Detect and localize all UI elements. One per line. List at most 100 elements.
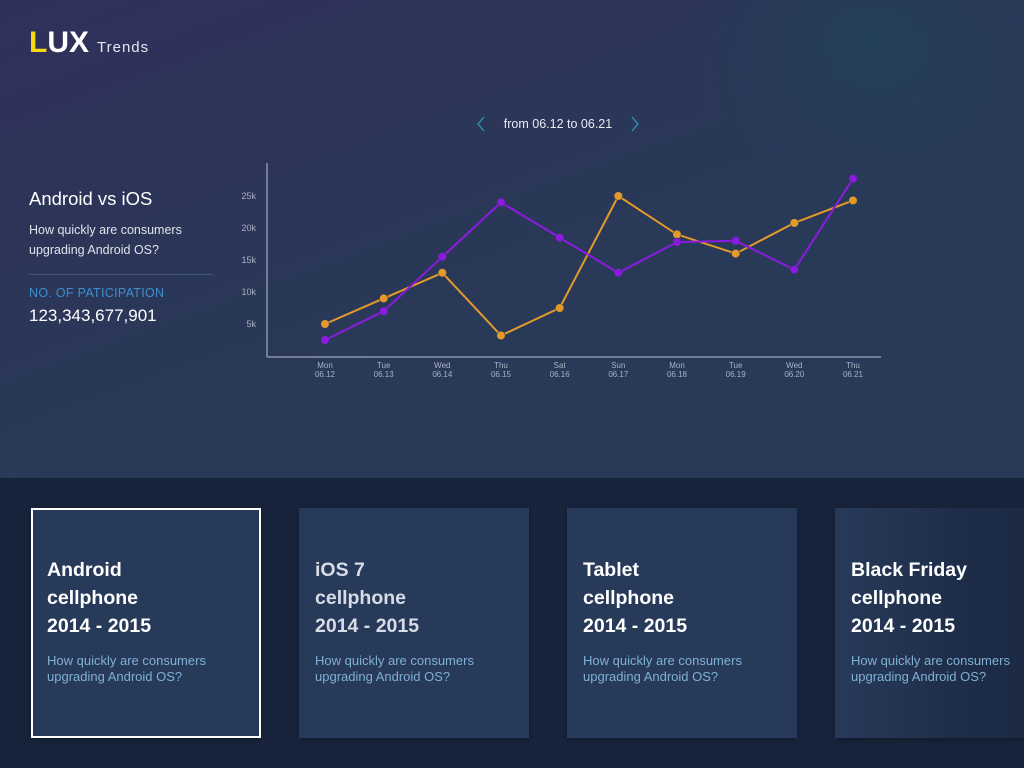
x-tick-date: 06.18 bbox=[667, 370, 688, 379]
participation-label: NO. OF PATICIPATION bbox=[29, 286, 165, 300]
card-title-line: cellphone bbox=[47, 587, 139, 609]
chevron-right-icon[interactable] bbox=[628, 114, 642, 134]
card-ios7[interactable]: iOS 7 cellphone 2014 - 2015 How quickly … bbox=[299, 508, 529, 738]
card-title-line: cellphone bbox=[315, 587, 407, 609]
logo-letter-l: L bbox=[29, 26, 48, 59]
card-title-line: iOS 7 bbox=[315, 559, 365, 581]
card-title-line: cellphone bbox=[583, 587, 675, 609]
series-line bbox=[324, 178, 854, 341]
x-tick-day: Sat bbox=[554, 361, 567, 370]
card-title-line: Tablet bbox=[583, 559, 639, 581]
chart-title: Android vs iOS bbox=[29, 188, 153, 209]
card-description-line: upgrading Android OS? bbox=[851, 668, 987, 684]
card-android[interactable]: Android cellphone 2014 - 2015 How quickl… bbox=[31, 508, 261, 738]
card-title-line: 2014 - 2015 bbox=[47, 615, 152, 637]
participation-value: 123,343,677,901 bbox=[29, 306, 157, 325]
y-tick-label: 20k bbox=[241, 223, 256, 233]
x-tick-labels: Mon06.12Tue06.13Wed06.14Thu06.15Sat06.16… bbox=[315, 361, 864, 379]
chart-question: How quickly are consumers upgrading Andr… bbox=[29, 223, 182, 257]
x-tick-date: 06.21 bbox=[843, 370, 864, 379]
x-tick-date: 06.16 bbox=[550, 370, 571, 379]
data-point[interactable] bbox=[438, 252, 447, 261]
x-tick-date: 06.20 bbox=[784, 370, 805, 379]
card-description-line: How quickly are consumers bbox=[851, 653, 1010, 668]
divider bbox=[29, 274, 213, 275]
card-tablet[interactable]: Tablet cellphone 2014 - 2015 How quickly… bbox=[567, 508, 797, 738]
x-tick-day: Tue bbox=[729, 361, 743, 370]
x-tick-day: Wed bbox=[786, 361, 802, 370]
card-carousel[interactable]: Android cellphone 2014 - 2015 How quickl… bbox=[0, 478, 1024, 768]
data-point[interactable] bbox=[849, 174, 857, 183]
x-tick-day: Wed bbox=[434, 361, 450, 370]
card-title-line: 2014 - 2015 bbox=[315, 615, 420, 637]
data-point[interactable] bbox=[790, 218, 799, 227]
card-description-line: How quickly are consumers bbox=[583, 653, 742, 668]
card-title: Tablet cellphone 2014 - 2015 bbox=[583, 556, 781, 640]
card-title: iOS 7 cellphone 2014 - 2015 bbox=[315, 556, 513, 640]
data-point[interactable] bbox=[321, 320, 329, 328]
logo-letters: UX bbox=[47, 26, 90, 59]
data-point[interactable] bbox=[849, 196, 857, 205]
data-point[interactable] bbox=[321, 336, 329, 344]
x-tick-date: 06.13 bbox=[374, 370, 395, 379]
x-tick-date: 06.15 bbox=[491, 370, 512, 379]
x-tick-day: Thu bbox=[846, 361, 860, 370]
card-title: Black Friday cellphone 2014 - 2015 bbox=[851, 556, 1024, 640]
data-point[interactable] bbox=[438, 268, 447, 277]
series-ios bbox=[320, 191, 858, 341]
card-description-line: How quickly are consumers bbox=[315, 653, 474, 668]
data-point[interactable] bbox=[379, 307, 388, 316]
y-tick-label: 25k bbox=[241, 191, 256, 201]
card-title-line: 2014 - 2015 bbox=[583, 615, 688, 637]
card-description: How quickly are consumers upgrading Andr… bbox=[851, 653, 1024, 684]
x-tick-day: Thu bbox=[494, 361, 508, 370]
series-android bbox=[320, 174, 858, 345]
card-title-line: Android bbox=[47, 559, 122, 581]
data-point[interactable] bbox=[614, 268, 623, 277]
x-tick-day: Mon bbox=[669, 361, 685, 370]
info-panel: Android vs iOS How quickly are consumers… bbox=[29, 188, 213, 326]
x-tick-day: Mon bbox=[317, 361, 333, 370]
data-point[interactable] bbox=[555, 233, 564, 242]
y-tick-label: 15k bbox=[241, 255, 256, 265]
date-range-selector: from 06.12 to 06.21 bbox=[474, 114, 642, 134]
data-point[interactable] bbox=[731, 249, 740, 258]
logo-mark: LUX bbox=[29, 28, 89, 58]
card-title-line: Black Friday bbox=[851, 559, 967, 581]
card-title: Android cellphone 2014 - 2015 bbox=[47, 556, 245, 640]
data-point[interactable] bbox=[790, 265, 799, 274]
data-point[interactable] bbox=[379, 294, 388, 303]
app-logo: LUX Trends bbox=[29, 28, 149, 58]
y-tick-label: 5k bbox=[246, 319, 256, 329]
card-title-line: 2014 - 2015 bbox=[851, 615, 956, 637]
date-range-label: from 06.12 to 06.21 bbox=[503, 117, 613, 131]
data-point[interactable] bbox=[673, 238, 681, 247]
card-black-friday[interactable]: Black Friday cellphone 2014 - 2015 How q… bbox=[835, 508, 1024, 738]
overview-panel: LUX Trends from 06.12 to 06.21 Android v… bbox=[0, 0, 1024, 478]
x-tick-day: Sun bbox=[611, 361, 625, 370]
x-tick-date: 06.19 bbox=[726, 370, 747, 379]
y-tick-label: 10k bbox=[241, 287, 256, 297]
x-tick-date: 06.14 bbox=[432, 370, 453, 379]
x-tick-date: 06.12 bbox=[315, 370, 336, 379]
data-point[interactable] bbox=[497, 331, 505, 340]
y-tick-labels: 5k 10k 15k 20k 25k bbox=[241, 191, 256, 329]
data-point[interactable] bbox=[555, 304, 564, 312]
card-description: How quickly are consumers upgrading Andr… bbox=[315, 653, 513, 684]
x-tick-day: Tue bbox=[377, 361, 391, 370]
card-description: How quickly are consumers upgrading Andr… bbox=[583, 653, 781, 684]
logo-subtitle: Trends bbox=[97, 39, 150, 56]
chart-series bbox=[320, 174, 858, 345]
card-description-line: How quickly are consumers bbox=[47, 653, 206, 668]
card-description: How quickly are consumers upgrading Andr… bbox=[47, 653, 245, 684]
card-description-line: upgrading Android OS? bbox=[315, 668, 451, 684]
card-description-line: upgrading Android OS? bbox=[47, 668, 183, 684]
data-point[interactable] bbox=[497, 198, 505, 207]
series-line bbox=[324, 194, 854, 337]
card-title-line: cellphone bbox=[851, 587, 943, 609]
data-point[interactable] bbox=[614, 192, 623, 200]
data-point[interactable] bbox=[731, 236, 740, 245]
data-point[interactable] bbox=[673, 230, 681, 239]
chevron-left-icon[interactable] bbox=[474, 114, 488, 134]
